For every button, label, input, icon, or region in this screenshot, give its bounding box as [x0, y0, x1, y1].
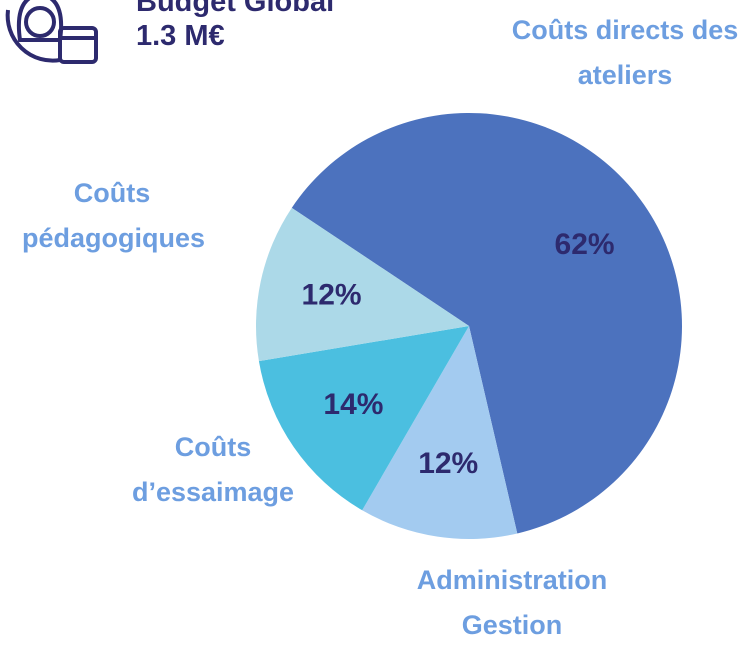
category-label: Coûts pédagogiques: [22, 178, 206, 253]
category-label: Administration Gestion: [416, 565, 608, 640]
chart-title: Budget Global: [136, 0, 335, 18]
pie-slice: [256, 207, 469, 362]
pie-slice: [362, 326, 518, 539]
value-label: 62%: [555, 228, 615, 261]
category-label: Coûts directs des ateliers: [511, 15, 739, 90]
value-label: 14%: [323, 388, 383, 421]
value-label: 12%: [302, 278, 362, 311]
category-label: Coûts d’essaimage: [131, 432, 295, 507]
budget-icon: [5, 0, 98, 64]
chart-subtitle: 1.3 M€: [136, 20, 225, 52]
value-label: 12%: [418, 447, 478, 480]
pie-slice: [291, 113, 682, 534]
pie-slice: [258, 326, 469, 511]
